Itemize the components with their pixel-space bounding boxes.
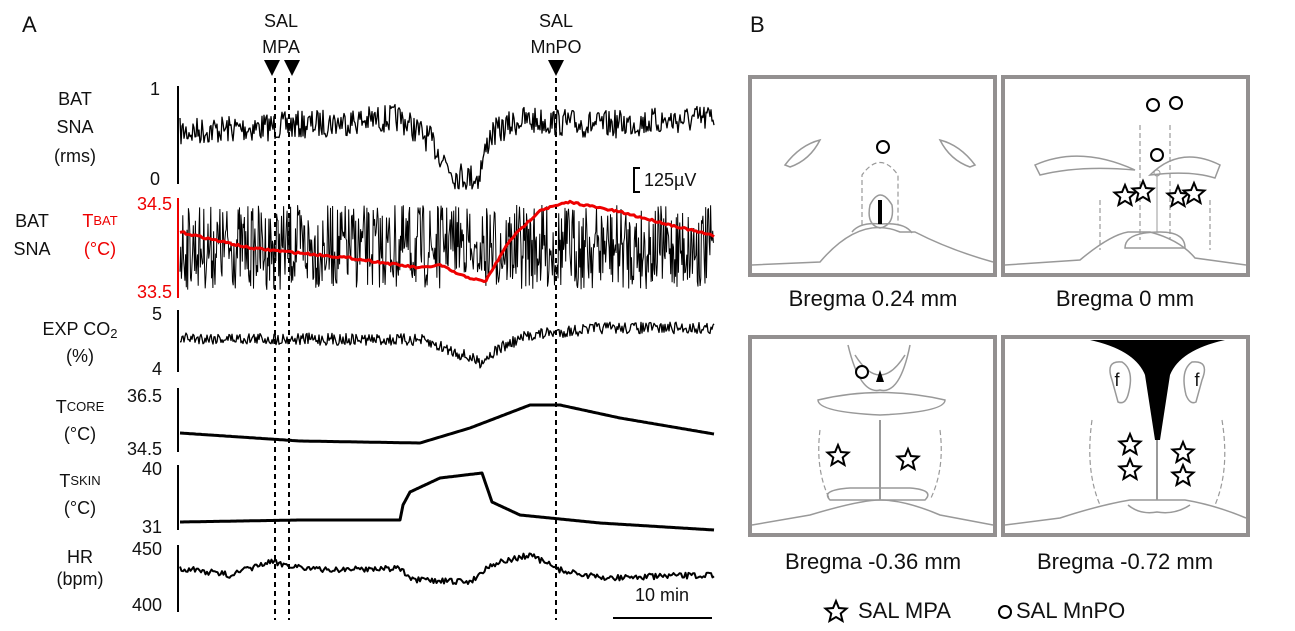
label-sub: CORE: [67, 399, 105, 414]
section-caption: Bregma -0.36 mm: [785, 549, 961, 574]
sna-rms-trace: [179, 103, 715, 190]
star-marker: [1180, 180, 1208, 206]
star-marker: [824, 442, 852, 468]
tick-label: 5: [152, 304, 162, 324]
trace-label: (rms): [54, 146, 96, 166]
trace-label: (°C): [84, 239, 116, 259]
structure-label: f: [1194, 370, 1200, 390]
event-label: SAL: [264, 11, 298, 31]
trace-label: BAT: [15, 211, 49, 231]
co2-trace: [179, 321, 715, 369]
star-marker: [1111, 182, 1139, 208]
tskin-trace: [179, 471, 715, 532]
trace-label: (%): [66, 346, 94, 366]
trace-label: SNA: [56, 117, 93, 137]
label-main: T: [56, 397, 67, 417]
trace-label: (°C): [64, 498, 96, 518]
trace-label: TBAT: [82, 211, 117, 231]
trace-label: (bpm): [56, 569, 103, 589]
tick-label: 34.5: [137, 194, 172, 214]
markers: [822, 178, 1208, 623]
trace-label: EXP CO2: [43, 319, 118, 342]
star-marker: [894, 446, 922, 472]
tbat-trace: [179, 199, 715, 283]
scale-label: 125µV: [644, 170, 696, 190]
traces: [179, 103, 715, 585]
event-markers: [264, 60, 564, 76]
tick-label: 33.5: [137, 282, 172, 302]
trace-label: (°C): [64, 424, 96, 444]
tick-label: 36.5: [127, 386, 162, 406]
tick-label: 400: [132, 595, 162, 615]
event-label: MnPO: [530, 37, 581, 57]
star-marker: [1169, 439, 1197, 465]
tick-label: 31: [142, 517, 162, 537]
label-main: EXP CO: [43, 319, 111, 339]
tick-label: 450: [132, 539, 162, 559]
hr-trace: [179, 552, 715, 585]
label-sub: BAT: [93, 213, 117, 228]
trace-label: SNA: [13, 239, 50, 259]
trace-label: BAT: [58, 89, 92, 109]
panel-label: A: [22, 12, 37, 37]
label-main: T: [82, 211, 93, 231]
legend-label: SAL MnPO: [1016, 598, 1125, 623]
star-marker: [1116, 431, 1144, 457]
tick-label: 4: [152, 359, 162, 379]
section-caption: Bregma 0.24 mm: [789, 286, 958, 311]
star-marker: [1116, 456, 1144, 482]
amplitude-bar: [633, 167, 640, 193]
scale-label: 10 min: [635, 585, 689, 605]
tcore-trace: [179, 403, 715, 445]
panel-label: B: [750, 12, 765, 37]
label-main: T: [59, 471, 70, 491]
trace-label: HR: [67, 547, 93, 567]
trace-label: TCORE: [56, 397, 105, 417]
legend-marker: [998, 605, 1012, 619]
star-marker: [1129, 178, 1157, 204]
section-caption: Bregma -0.72 mm: [1037, 549, 1213, 574]
label-sub: SKIN: [70, 473, 100, 488]
brain-sections: f f: [748, 75, 1250, 537]
event-label: SAL: [539, 11, 573, 31]
section-caption: Bregma 0 mm: [1056, 286, 1194, 311]
tick-label: 1: [150, 79, 160, 99]
structure-label: f: [1114, 370, 1120, 390]
star-marker: [1169, 462, 1197, 488]
tick-label: 34.5: [127, 439, 162, 459]
sna-raw-trace: [179, 204, 714, 290]
tick-label: 40: [142, 459, 162, 479]
star-marker: [822, 598, 850, 623]
legend-label: SAL MPA: [858, 598, 951, 623]
tick-label: 0: [150, 169, 160, 189]
label-sub: 2: [110, 326, 117, 341]
event-lines: [274, 78, 557, 620]
event-label: MPA: [262, 37, 300, 57]
trace-label: TSKIN: [59, 471, 100, 491]
